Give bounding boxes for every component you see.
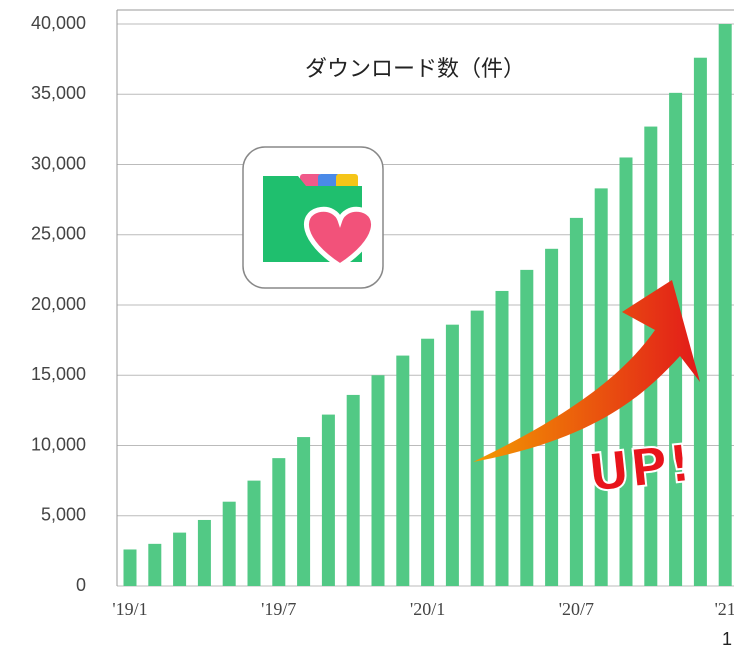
- bar: [694, 58, 707, 586]
- bar: [520, 270, 533, 586]
- bar: [446, 325, 459, 586]
- bar: [248, 481, 261, 586]
- y-tick-label: 0: [76, 575, 86, 595]
- chart-title: ダウンロード数（件）: [305, 57, 525, 82]
- y-tick-label: 10,000: [31, 434, 86, 454]
- x-tick-label: '21: [715, 599, 734, 619]
- bar: [272, 458, 285, 586]
- bar: [223, 502, 236, 586]
- bar: [421, 339, 434, 586]
- bar: [124, 549, 137, 586]
- x-tick-label: '19/1: [112, 599, 147, 619]
- bar: [322, 415, 335, 586]
- bar: [496, 291, 509, 586]
- bar: [198, 520, 211, 586]
- y-tick-label: 35,000: [31, 83, 86, 103]
- y-tick-label: 5,000: [41, 505, 86, 525]
- bar: [173, 533, 186, 586]
- bar: [471, 311, 484, 586]
- chart: ダウンロード数（件） UP! 1 0 5,000 10,000 15,000 20,00…: [0, 0, 734, 652]
- bar: [372, 375, 385, 586]
- x-tick-label: '20/7: [559, 599, 594, 619]
- bar: [719, 24, 732, 586]
- x-tick-label: '19/7: [261, 599, 296, 619]
- y-tick-label: 40,000: [31, 13, 86, 33]
- bar: [148, 544, 161, 586]
- page: {"chart_data": {"type": "bar", "title": …: [0, 0, 734, 652]
- bar: [396, 356, 409, 586]
- bar: [347, 395, 360, 586]
- page-number: 1: [722, 629, 732, 649]
- app-icon: [243, 147, 383, 288]
- y-tick-label: 25,000: [31, 224, 86, 244]
- annotation: UP!: [585, 434, 695, 505]
- y-tick-label: 15,000: [31, 364, 86, 384]
- x-tick-label: '20/1: [410, 599, 445, 619]
- bar: [297, 437, 310, 586]
- y-tick-label: 20,000: [31, 294, 86, 314]
- y-tick-label: 30,000: [31, 153, 86, 173]
